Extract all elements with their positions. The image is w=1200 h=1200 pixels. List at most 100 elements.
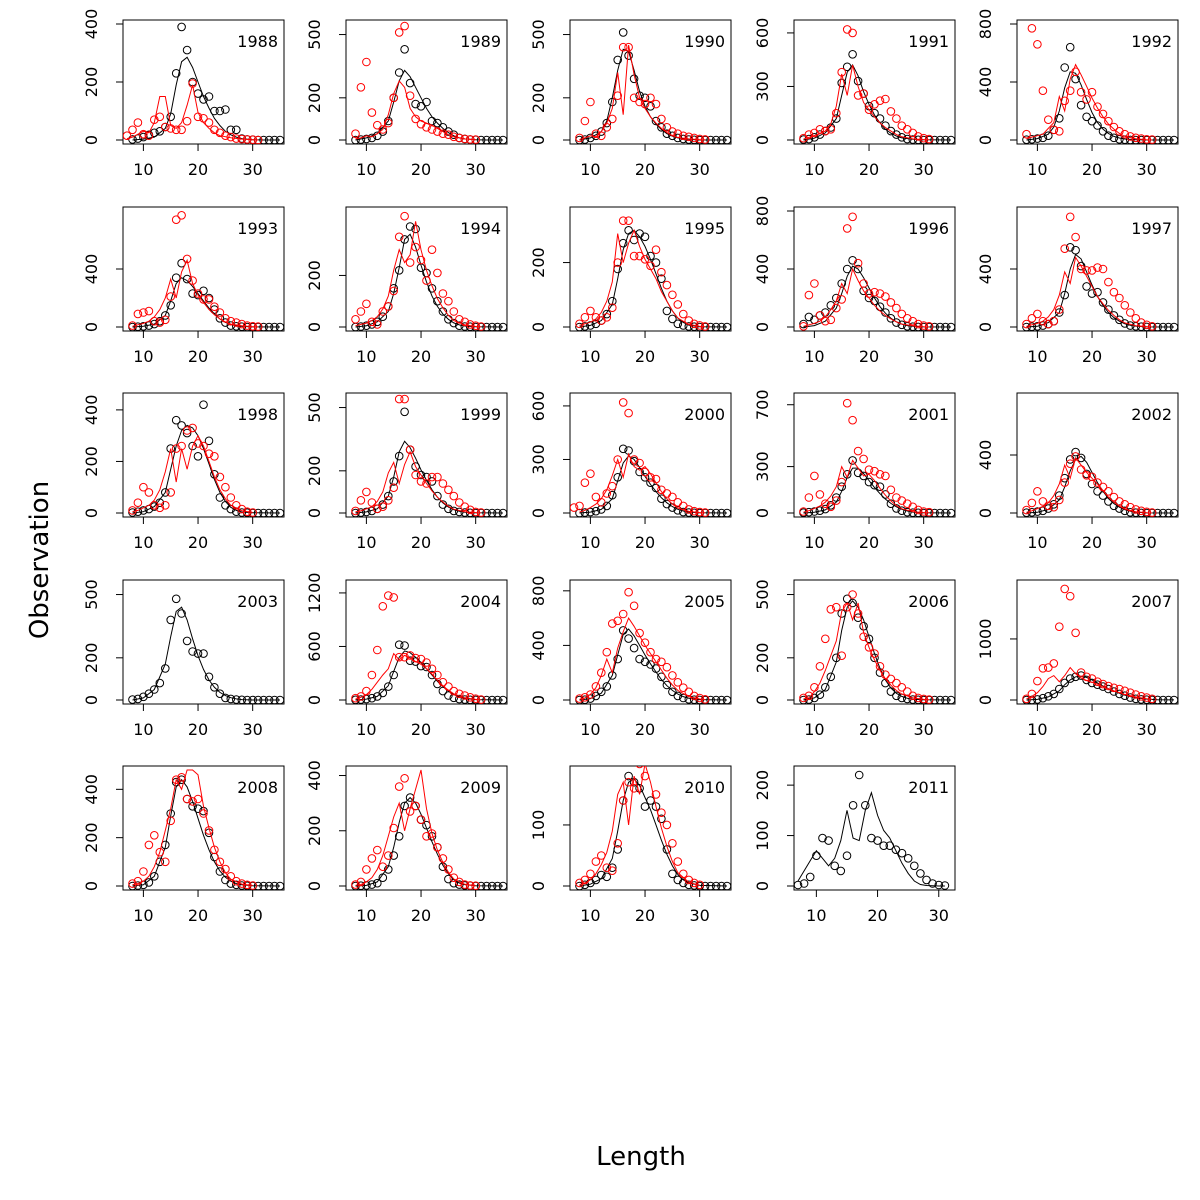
observed-point bbox=[711, 881, 721, 890]
observed-point bbox=[602, 309, 612, 319]
observed-point bbox=[215, 493, 225, 502]
predicted-point bbox=[237, 319, 247, 329]
panel-frame bbox=[793, 579, 956, 705]
predicted-point bbox=[394, 782, 404, 791]
predicted-point bbox=[351, 129, 360, 138]
observed-point bbox=[1164, 322, 1173, 331]
observed-point bbox=[493, 135, 502, 144]
predicted-point bbox=[422, 276, 431, 285]
predicted-point bbox=[679, 869, 688, 879]
predicted-point bbox=[864, 465, 874, 475]
predicted-point bbox=[859, 89, 868, 98]
year-label: 1993 bbox=[237, 219, 278, 238]
observed-point bbox=[482, 322, 491, 331]
observed-point bbox=[253, 881, 263, 890]
observed-point bbox=[275, 881, 284, 890]
observed-point bbox=[144, 689, 154, 699]
predicted-point bbox=[204, 826, 214, 835]
observed-point bbox=[842, 851, 852, 861]
predicted-point bbox=[640, 771, 650, 781]
predicted-point bbox=[248, 135, 257, 144]
predicted-point bbox=[210, 452, 219, 461]
observed-point bbox=[629, 643, 639, 653]
predicted-point bbox=[1027, 24, 1037, 33]
observed-point bbox=[177, 421, 186, 430]
predicted-point bbox=[804, 691, 814, 701]
observed-point bbox=[935, 508, 945, 517]
observed-point bbox=[1022, 322, 1031, 331]
predicted-point bbox=[248, 322, 257, 331]
y-tick-label: 400 bbox=[82, 774, 101, 805]
y-tick-label: 0 bbox=[976, 322, 995, 332]
observed-point bbox=[150, 128, 159, 138]
observed-point bbox=[166, 444, 175, 453]
observed-point bbox=[422, 662, 431, 672]
predicted-point bbox=[586, 306, 595, 316]
observed-point bbox=[941, 695, 950, 704]
observed-point bbox=[812, 851, 821, 861]
observed-point bbox=[861, 801, 870, 810]
predicted-fit-line bbox=[579, 228, 706, 328]
predicted-point bbox=[1147, 508, 1157, 517]
predicted-point bbox=[1136, 318, 1146, 327]
predicted-point bbox=[476, 322, 486, 331]
x-tick-label: 20 bbox=[411, 160, 431, 179]
predicted-point bbox=[1082, 266, 1091, 275]
observed-point bbox=[264, 508, 274, 517]
observed-point bbox=[1104, 305, 1113, 314]
observed-point bbox=[356, 322, 366, 331]
predicted-point bbox=[455, 877, 464, 887]
observed-point bbox=[389, 670, 399, 680]
observed-point bbox=[864, 293, 874, 303]
predicted-point bbox=[133, 876, 143, 886]
observed-point bbox=[144, 321, 154, 330]
predicted-point bbox=[171, 215, 181, 224]
predicted-point bbox=[657, 114, 666, 124]
observed-point bbox=[270, 322, 279, 331]
y-tick-label: 300 bbox=[753, 451, 772, 482]
predicted-point bbox=[815, 311, 825, 320]
predicted-fit-line bbox=[579, 766, 700, 886]
predicted-point bbox=[924, 507, 934, 517]
observed-point bbox=[875, 482, 885, 492]
predicted-point bbox=[810, 471, 819, 481]
predicted-point bbox=[1109, 122, 1119, 132]
predicted-point bbox=[248, 881, 257, 890]
observed-point bbox=[640, 802, 650, 811]
observed-point bbox=[602, 118, 612, 128]
observed-point bbox=[188, 802, 197, 811]
observed-point bbox=[155, 498, 165, 508]
predicted-point bbox=[237, 504, 247, 514]
observed-point bbox=[210, 683, 219, 692]
predicted-point bbox=[892, 678, 901, 688]
predicted-point bbox=[695, 507, 705, 517]
predicted-point bbox=[837, 295, 847, 304]
panel-frame bbox=[122, 579, 285, 705]
predicted-point bbox=[1142, 135, 1151, 144]
predicted-point bbox=[1076, 668, 1086, 677]
observed-point bbox=[1136, 695, 1146, 704]
predicted-point bbox=[897, 683, 907, 692]
x-tick-label: 10 bbox=[133, 533, 153, 552]
predicted-point bbox=[1136, 506, 1146, 516]
observed-fit-line bbox=[579, 628, 728, 701]
predicted-point bbox=[1131, 133, 1141, 143]
predicted-point bbox=[438, 677, 448, 687]
predicted-point bbox=[700, 322, 710, 331]
predicted-point bbox=[673, 678, 683, 687]
predicted-point bbox=[182, 794, 192, 804]
observed-point bbox=[618, 626, 628, 635]
observed-point bbox=[1033, 695, 1042, 704]
panel-frame bbox=[793, 19, 956, 145]
observed-point bbox=[640, 93, 650, 103]
observed-point bbox=[232, 322, 241, 331]
panel-data bbox=[1022, 584, 1178, 704]
observed-point bbox=[139, 506, 148, 515]
observed-point bbox=[635, 467, 644, 477]
predicted-point bbox=[695, 134, 705, 144]
observed-point bbox=[830, 861, 840, 871]
observed-point bbox=[580, 695, 590, 704]
observed-point bbox=[1044, 131, 1053, 140]
predicted-point bbox=[689, 319, 699, 329]
observed-point bbox=[875, 668, 885, 677]
